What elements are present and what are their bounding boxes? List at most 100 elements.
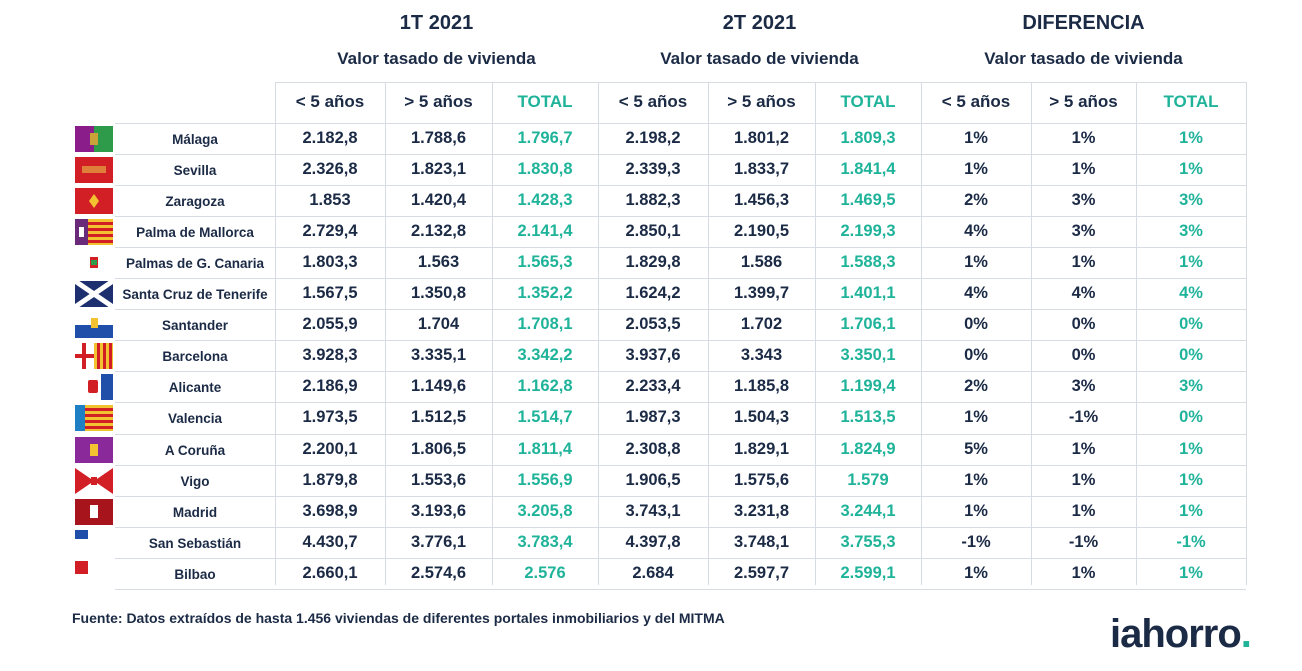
table-cell: 0% (1071, 346, 1096, 364)
table-cell: 1.588,3 (840, 253, 896, 271)
table-cell: 1% (1071, 471, 1096, 489)
table-cell: 3% (1179, 377, 1203, 395)
table-cell: 1% (1071, 129, 1096, 147)
grid-vertical-line (275, 82, 276, 585)
table-cell: 1.796,7 (517, 129, 573, 147)
table-cell: 2.053,5 (625, 315, 681, 333)
vigo-flag (75, 468, 113, 494)
group-subtitle: Valor tasado de vivienda (660, 49, 859, 68)
table-cell: 1.882,3 (625, 191, 681, 209)
table-row: Vigo 1.879,8 1.553,6 1.556,9 1.906,5 1.575,6 1… (0, 466, 1302, 497)
table-cell: 3.231,8 (733, 502, 790, 520)
table-cell: 2.599,1 (840, 564, 896, 582)
grid-vertical-line (598, 82, 599, 585)
table-cell: 1.553,6 (410, 471, 467, 489)
las-palmas-flag (75, 250, 113, 276)
grid-horizontal-line (115, 434, 1246, 435)
table-cell: 3% (1071, 191, 1096, 209)
table-cell: 0% (964, 346, 988, 364)
table-cell: 1.809,3 (840, 129, 896, 147)
grid-horizontal-line (115, 402, 1246, 403)
grid-vertical-line (385, 82, 386, 585)
city-name: Palma de Mallorca (136, 225, 254, 240)
table-cell: 1.973,5 (302, 408, 358, 426)
table-cell: 2% (964, 377, 988, 395)
table-cell: 1.575,6 (733, 471, 790, 489)
source-note: Fuente: Datos extraídos de hasta 1.456 v… (72, 610, 725, 626)
table-cell: 1% (964, 129, 988, 147)
table-cell: 1% (1179, 471, 1203, 489)
city-name: Palmas de G. Canaria (125, 256, 265, 271)
grid-horizontal-line (115, 247, 1246, 248)
table-cell: 1.987,3 (625, 408, 681, 426)
madrid-flag (75, 499, 113, 525)
table-cell: 2.574,6 (410, 564, 467, 582)
san-sebastian-flag (75, 530, 113, 556)
valencia-flag (75, 405, 113, 431)
table-cell: 2.339,3 (625, 160, 681, 178)
table-cell: 3.335,1 (410, 346, 467, 364)
table-cell: 1.801,2 (733, 129, 790, 147)
table-cell: 1.513,5 (840, 408, 896, 426)
col-header-mas-5: > 5 años (1049, 92, 1118, 111)
palma-flag (75, 219, 113, 245)
table-cell: 2.198,2 (625, 129, 681, 147)
table-cell: 1.399,7 (733, 284, 790, 302)
city-name: Vigo (180, 474, 210, 489)
table-cell: 2.141,4 (517, 222, 573, 240)
city-name: Santander (161, 318, 229, 333)
table-cell: -1% (1068, 533, 1099, 551)
table-cell: -1% (1176, 533, 1206, 551)
table-cell: 2.199,3 (840, 222, 896, 240)
table-cell: 1.512,5 (410, 408, 467, 426)
table-cell: 1% (964, 471, 988, 489)
table-row: Sevilla 2.326,8 1.823,1 1.830,8 2.339,3 1.833… (0, 155, 1302, 186)
table-cell: 1% (1071, 160, 1096, 178)
grid-horizontal-line (115, 465, 1246, 466)
table-cell: 1.829,1 (733, 440, 790, 458)
table-cell: 3.193,6 (410, 502, 467, 520)
table-cell: 3.698,9 (302, 502, 358, 520)
col-header-total: TOTAL (840, 92, 896, 111)
table-cell: 0% (964, 315, 988, 333)
table-cell: 1% (964, 502, 988, 520)
grid-vertical-line (1246, 82, 1247, 585)
col-header-menos-5: < 5 años (941, 92, 1011, 111)
table-cell: 2.182,8 (302, 129, 358, 147)
table-row: A Coruña 2.200,1 1.806,5 1.811,4 2.308,8 1.82… (0, 435, 1302, 466)
table-cell: 2.326,8 (302, 160, 358, 178)
table-cell: 4% (964, 222, 988, 240)
city-name: A Coruña (164, 443, 226, 458)
group-header-1t-2021: 1T 2021 Valor tasado de vivienda (275, 0, 598, 80)
col-header-total: TOTAL (517, 92, 573, 111)
grid-horizontal-line (115, 558, 1246, 559)
city-name: Santa Cruz de Tenerife (122, 287, 268, 302)
table-row: San Sebastián 4.430,7 3.776,1 3.783,4 4.397,… (0, 528, 1302, 559)
table-cell: 1% (1071, 440, 1096, 458)
table-cell: 3.350,1 (840, 346, 896, 364)
col-header-menos-5: < 5 años (295, 92, 365, 111)
coruna-flag (75, 437, 113, 463)
table-row: Alicante 2.186,9 1.149,6 1.162,8 2.233,4 1.18… (0, 372, 1302, 403)
logo-text: iahorro (1110, 612, 1242, 656)
table-cell: 2.576 (524, 564, 566, 582)
table-cell: 1.624,2 (625, 284, 681, 302)
table-cell: 2.729,4 (302, 222, 358, 240)
grid-horizontal-line (115, 154, 1246, 155)
table-cell: 3.783,4 (517, 533, 573, 551)
table-cell: 1.420,4 (410, 191, 467, 209)
table-row: Barcelona 3.928,3 3.335,1 3.342,2 3.937,6 3.3… (0, 341, 1302, 372)
group-title: 2T 2021 (722, 12, 797, 34)
grid-horizontal-line (275, 82, 1246, 83)
city-name: Zaragoza (165, 194, 225, 209)
table-cell: 1.853 (309, 191, 351, 209)
table-cell: 3.342,2 (517, 346, 573, 364)
table-cell: 1.565,3 (517, 253, 573, 271)
table-cell: 1.788,6 (410, 129, 467, 147)
table-cell: 1.586 (740, 253, 783, 271)
table-cell: 1.706,1 (840, 315, 896, 333)
grid-horizontal-line (115, 589, 1246, 590)
table-cell: 3.928,3 (302, 346, 358, 364)
city-name: Barcelona (162, 349, 228, 364)
table-cell: 2.200,1 (302, 440, 358, 458)
